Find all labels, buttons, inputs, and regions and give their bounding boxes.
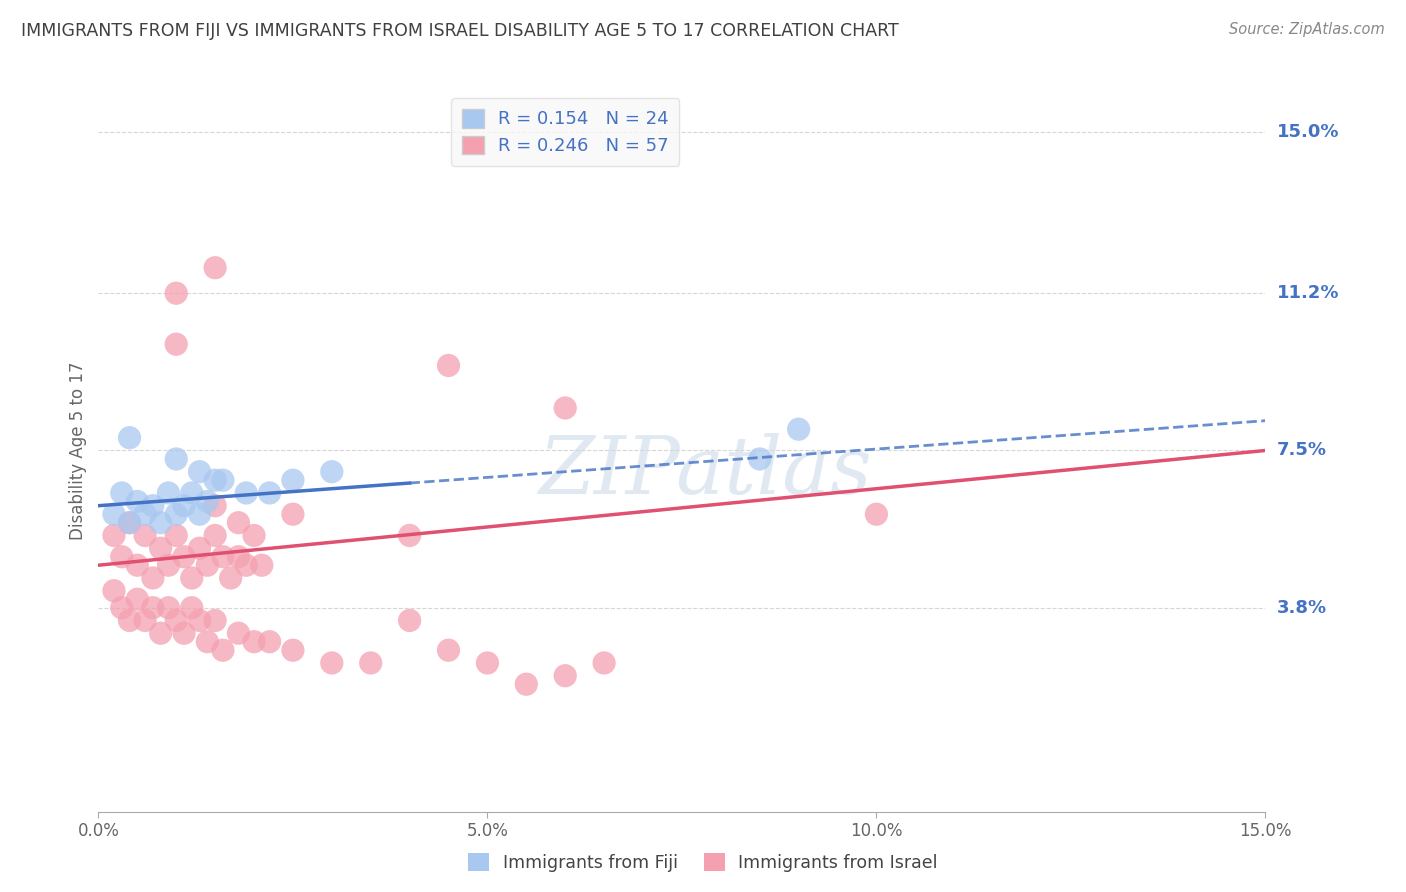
Point bbox=[118, 614, 141, 628]
Point bbox=[165, 337, 187, 351]
Point bbox=[250, 558, 273, 573]
Point bbox=[127, 494, 149, 508]
Point bbox=[243, 634, 266, 648]
Point bbox=[165, 286, 187, 301]
Point bbox=[259, 634, 281, 648]
Point bbox=[118, 516, 141, 530]
Point bbox=[398, 614, 420, 628]
Point bbox=[127, 592, 149, 607]
Point bbox=[195, 634, 218, 648]
Point bbox=[188, 507, 211, 521]
Point bbox=[180, 600, 202, 615]
Point bbox=[235, 486, 257, 500]
Text: 11.2%: 11.2% bbox=[1277, 285, 1339, 302]
Text: 15.0%: 15.0% bbox=[1277, 123, 1339, 141]
Point bbox=[437, 359, 460, 373]
Point bbox=[212, 643, 235, 657]
Point bbox=[195, 494, 218, 508]
Point bbox=[787, 422, 810, 436]
Point bbox=[173, 549, 195, 564]
Point bbox=[281, 643, 304, 657]
Point bbox=[204, 614, 226, 628]
Legend: R = 0.154   N = 24, R = 0.246   N = 57: R = 0.154 N = 24, R = 0.246 N = 57 bbox=[451, 98, 679, 166]
Point bbox=[204, 528, 226, 542]
Point bbox=[204, 473, 226, 487]
Text: Source: ZipAtlas.com: Source: ZipAtlas.com bbox=[1229, 22, 1385, 37]
Point bbox=[165, 452, 187, 467]
Point bbox=[477, 656, 499, 670]
Point bbox=[165, 528, 187, 542]
Point bbox=[195, 558, 218, 573]
Point bbox=[103, 528, 125, 542]
Point bbox=[180, 486, 202, 500]
Point bbox=[165, 614, 187, 628]
Point bbox=[127, 558, 149, 573]
Point bbox=[321, 465, 343, 479]
Text: ZIPatlas: ZIPatlas bbox=[538, 434, 872, 511]
Point bbox=[111, 600, 134, 615]
Point bbox=[437, 643, 460, 657]
Y-axis label: Disability Age 5 to 17: Disability Age 5 to 17 bbox=[69, 361, 87, 540]
Point bbox=[212, 549, 235, 564]
Point bbox=[188, 541, 211, 556]
Point bbox=[228, 626, 250, 640]
Point bbox=[149, 516, 172, 530]
Point bbox=[180, 571, 202, 585]
Point bbox=[103, 507, 125, 521]
Point bbox=[149, 626, 172, 640]
Point bbox=[204, 499, 226, 513]
Point bbox=[118, 431, 141, 445]
Point bbox=[157, 558, 180, 573]
Point bbox=[398, 528, 420, 542]
Point bbox=[321, 656, 343, 670]
Point bbox=[103, 583, 125, 598]
Point bbox=[593, 656, 616, 670]
Point bbox=[173, 626, 195, 640]
Legend: Immigrants from Fiji, Immigrants from Israel: Immigrants from Fiji, Immigrants from Is… bbox=[461, 847, 945, 879]
Text: 3.8%: 3.8% bbox=[1277, 599, 1327, 616]
Point bbox=[228, 549, 250, 564]
Point bbox=[142, 571, 165, 585]
Point bbox=[204, 260, 226, 275]
Point bbox=[748, 452, 770, 467]
Text: IMMIGRANTS FROM FIJI VS IMMIGRANTS FROM ISRAEL DISABILITY AGE 5 TO 17 CORRELATIO: IMMIGRANTS FROM FIJI VS IMMIGRANTS FROM … bbox=[21, 22, 898, 40]
Point bbox=[188, 614, 211, 628]
Point bbox=[228, 516, 250, 530]
Point bbox=[219, 571, 242, 585]
Point bbox=[865, 507, 887, 521]
Point bbox=[149, 541, 172, 556]
Point bbox=[134, 614, 156, 628]
Point bbox=[142, 499, 165, 513]
Point bbox=[243, 528, 266, 542]
Point bbox=[111, 549, 134, 564]
Point bbox=[157, 486, 180, 500]
Point bbox=[281, 507, 304, 521]
Point bbox=[157, 600, 180, 615]
Point bbox=[212, 473, 235, 487]
Point bbox=[111, 486, 134, 500]
Point bbox=[118, 516, 141, 530]
Point bbox=[360, 656, 382, 670]
Point bbox=[259, 486, 281, 500]
Point bbox=[554, 401, 576, 415]
Point bbox=[281, 473, 304, 487]
Point bbox=[515, 677, 537, 691]
Point bbox=[188, 465, 211, 479]
Text: 7.5%: 7.5% bbox=[1277, 442, 1326, 459]
Point bbox=[142, 600, 165, 615]
Point bbox=[554, 669, 576, 683]
Point bbox=[165, 507, 187, 521]
Point bbox=[134, 507, 156, 521]
Point bbox=[235, 558, 257, 573]
Point bbox=[173, 499, 195, 513]
Point bbox=[134, 528, 156, 542]
